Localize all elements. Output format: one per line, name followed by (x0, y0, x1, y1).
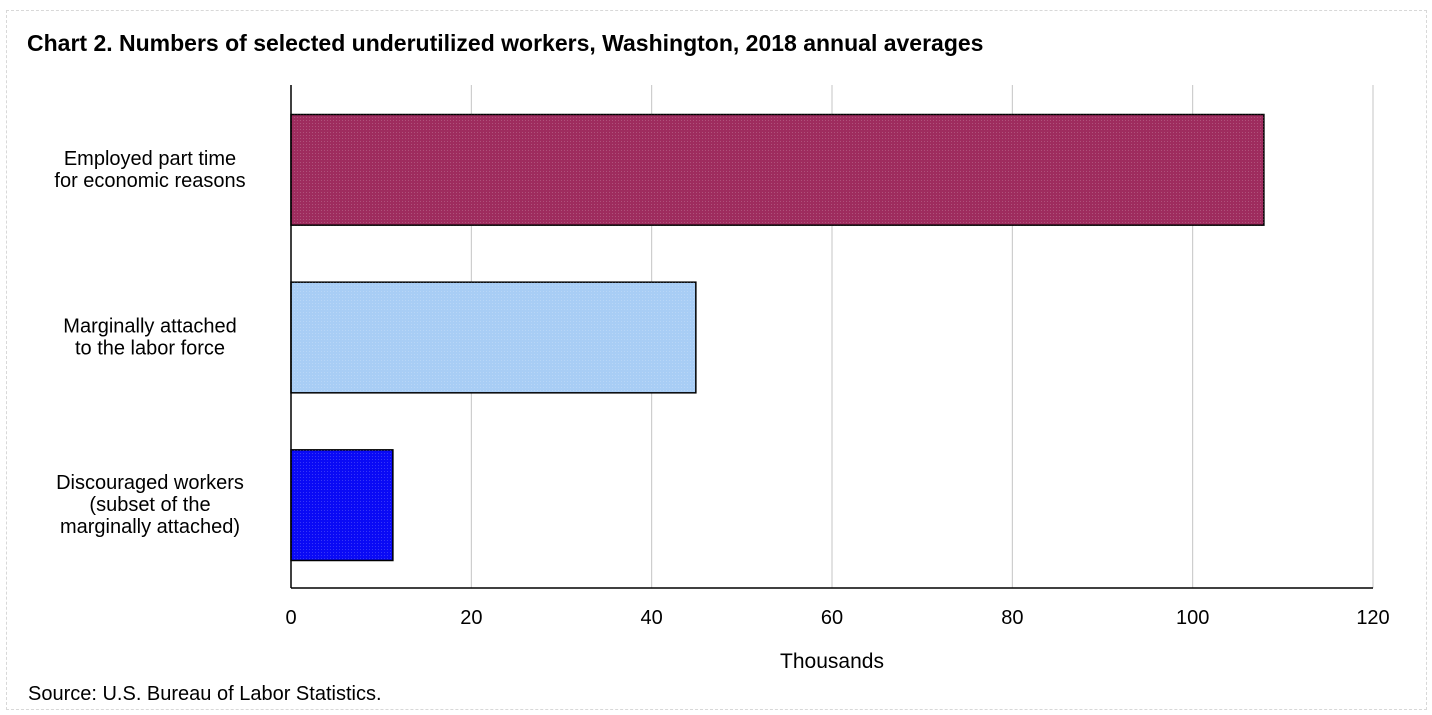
x-tick-labels: 0 20 40 60 80 100 120 (285, 607, 1389, 629)
category-label-3: Discouraged workers (subset of the margina… (56, 472, 244, 538)
x-tick-label-20: 20 (460, 607, 482, 629)
x-tick-label-60: 60 (821, 607, 843, 629)
bar-1-texture (291, 114, 1264, 226)
bar-3-texture (291, 449, 393, 561)
bar-2-texture (291, 282, 696, 393)
x-tick-label-0: 0 (285, 607, 296, 629)
chart-source-note: Source: U.S. Bureau of Labor Statistics. (28, 683, 382, 705)
x-tick-label-80: 80 (1001, 607, 1023, 629)
x-tick-label-100: 100 (1176, 607, 1209, 629)
axes (290, 85, 1373, 589)
bars (290, 113, 1265, 562)
chart-title: Chart 2. Numbers of selected underutiliz… (27, 30, 984, 56)
category-labels: Employed part time for economic reasons Ma… (54, 148, 245, 538)
x-tick-label-120: 120 (1356, 607, 1389, 629)
x-axis-title: Thousands (780, 650, 884, 673)
chart-frame (6, 10, 1427, 710)
category-label-2: Marginally attached to the labor force (63, 316, 236, 360)
x-tick-label-40: 40 (641, 607, 663, 629)
category-label-1: Employed part time for economic reasons (54, 148, 245, 192)
